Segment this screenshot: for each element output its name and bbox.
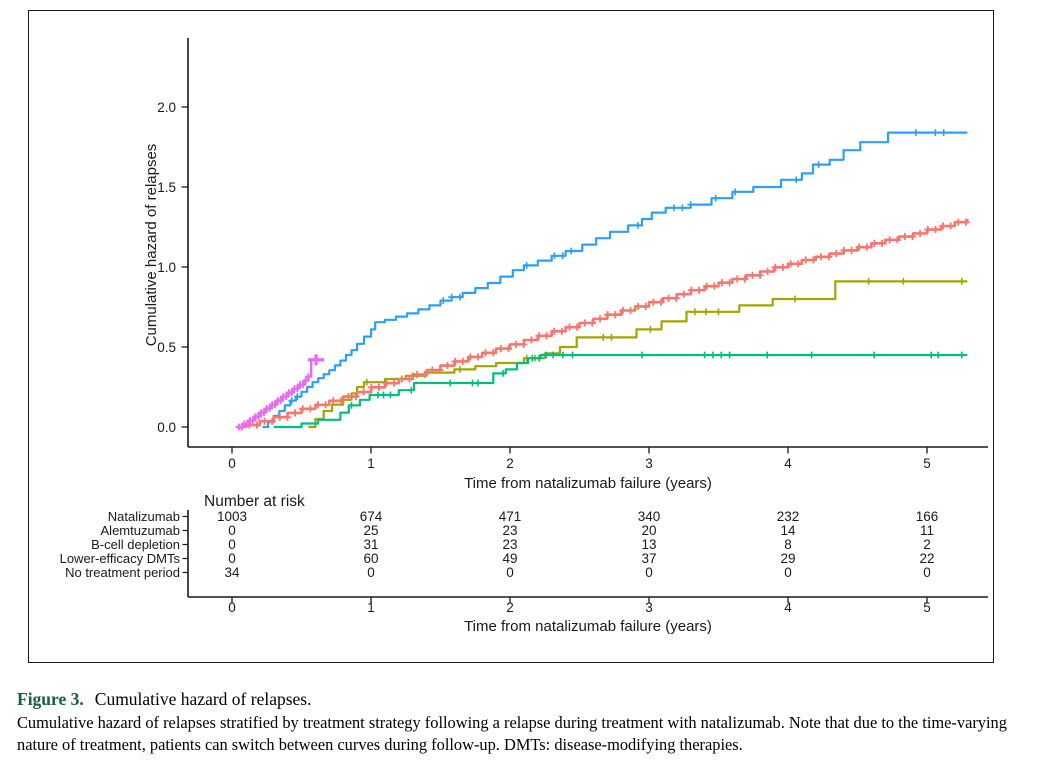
risk-row-label: Alemtuzumab: [101, 523, 180, 538]
risk-count-value: 0: [367, 565, 375, 580]
figure-number-label: Figure 3.: [17, 689, 84, 709]
risk-count-value: 34: [224, 565, 240, 580]
risk-count-value: 8: [784, 537, 792, 552]
risk-axis-tick-label: 5: [923, 600, 931, 615]
x-tick-label: 4: [784, 456, 792, 471]
figure-caption-body: Cumulative hazard of relapses stratified…: [17, 713, 1007, 754]
hazard-step-curve: [273, 353, 968, 429]
risk-count-value: 31: [363, 537, 378, 552]
x-tick-label: 5: [923, 456, 931, 471]
risk-count-value: 0: [784, 565, 792, 580]
y-tick-label: 0.5: [157, 340, 176, 355]
risk-count-value: 22: [919, 551, 934, 566]
series-no-treatment-period: [235, 354, 325, 431]
series-lower-efficacy-dmts: [262, 129, 968, 429]
risk-count-value: 0: [923, 565, 931, 580]
risk-axis-tick-label: 1: [367, 600, 375, 615]
figure-caption: Figure 3. Cumulative hazard of relapses. …: [17, 689, 1035, 756]
caption-heading: Figure 3. Cumulative hazard of relapses.: [17, 689, 1035, 709]
x-tick-label: 2: [506, 456, 514, 471]
risk-count-value: 674: [360, 509, 383, 524]
series-b-cell-depletion: [273, 351, 968, 429]
risk-count-value: 1003: [217, 509, 247, 524]
x-tick-label: 0: [228, 456, 236, 471]
risk-table-x-axis-title: Time from natalizumab failure (years): [464, 618, 712, 635]
risk-count-value: 340: [638, 509, 661, 524]
figure-panel: [28, 10, 994, 663]
y-tick-label: 1.0: [157, 260, 176, 275]
hazard-curves: [235, 129, 970, 431]
risk-axis-tick-label: 2: [506, 600, 514, 615]
risk-row-label: B-cell depletion: [91, 537, 180, 552]
risk-count-value: 29: [780, 551, 795, 566]
risk-count-value: 0: [228, 537, 236, 552]
series-alemtuzumab: [308, 278, 968, 429]
y-tick-label: 1.5: [157, 180, 176, 195]
risk-count-value: 11: [920, 523, 934, 538]
x-tick-label: 1: [367, 456, 375, 471]
risk-table-title: Number at risk: [204, 493, 305, 510]
risk-count-value: 0: [228, 523, 236, 538]
risk-axis-tick-label: 4: [784, 600, 792, 615]
figure-caption-title: Cumulative hazard of relapses.: [94, 689, 312, 709]
y-tick-label: 0.0: [157, 420, 176, 435]
risk-axis-tick-label: 3: [645, 600, 653, 615]
risk-axis-tick-label: 0: [228, 600, 236, 615]
risk-count-value: 0: [645, 565, 653, 580]
y-axis-title: Cumulative hazard of relapses: [143, 144, 160, 347]
risk-count-value: 2: [923, 537, 931, 552]
x-axis-title: Time from natalizumab failure (years): [464, 475, 712, 492]
risk-count-value: 23: [502, 523, 517, 538]
risk-count-value: 37: [641, 551, 656, 566]
series-natalizumab: [238, 218, 970, 431]
risk-count-value: 13: [641, 537, 656, 552]
y-tick-label: 2.0: [157, 100, 176, 115]
risk-count-value: 0: [506, 565, 514, 580]
risk-row-label: Lower-efficacy DMTs: [60, 551, 181, 566]
risk-count-value: 25: [363, 523, 378, 538]
risk-count-value: 471: [499, 509, 522, 524]
risk-count-value: 20: [641, 523, 656, 538]
risk-count-value: 0: [228, 551, 236, 566]
risk-count-value: 23: [502, 537, 517, 552]
x-tick-label: 3: [645, 456, 653, 471]
risk-count-value: 60: [363, 551, 378, 566]
risk-count-value: 14: [780, 523, 796, 538]
risk-count-value: 232: [777, 509, 800, 524]
risk-row-label: No treatment period: [65, 565, 180, 580]
risk-row-label: Natalizumab: [108, 509, 180, 524]
risk-count-value: 166: [916, 509, 939, 524]
risk-count-value: 49: [502, 551, 517, 566]
plot-axes: 0 1 2 3 4 5 0.0 0.5 1.0 1.5 2.0 Time from natalizum…: [143, 38, 988, 492]
